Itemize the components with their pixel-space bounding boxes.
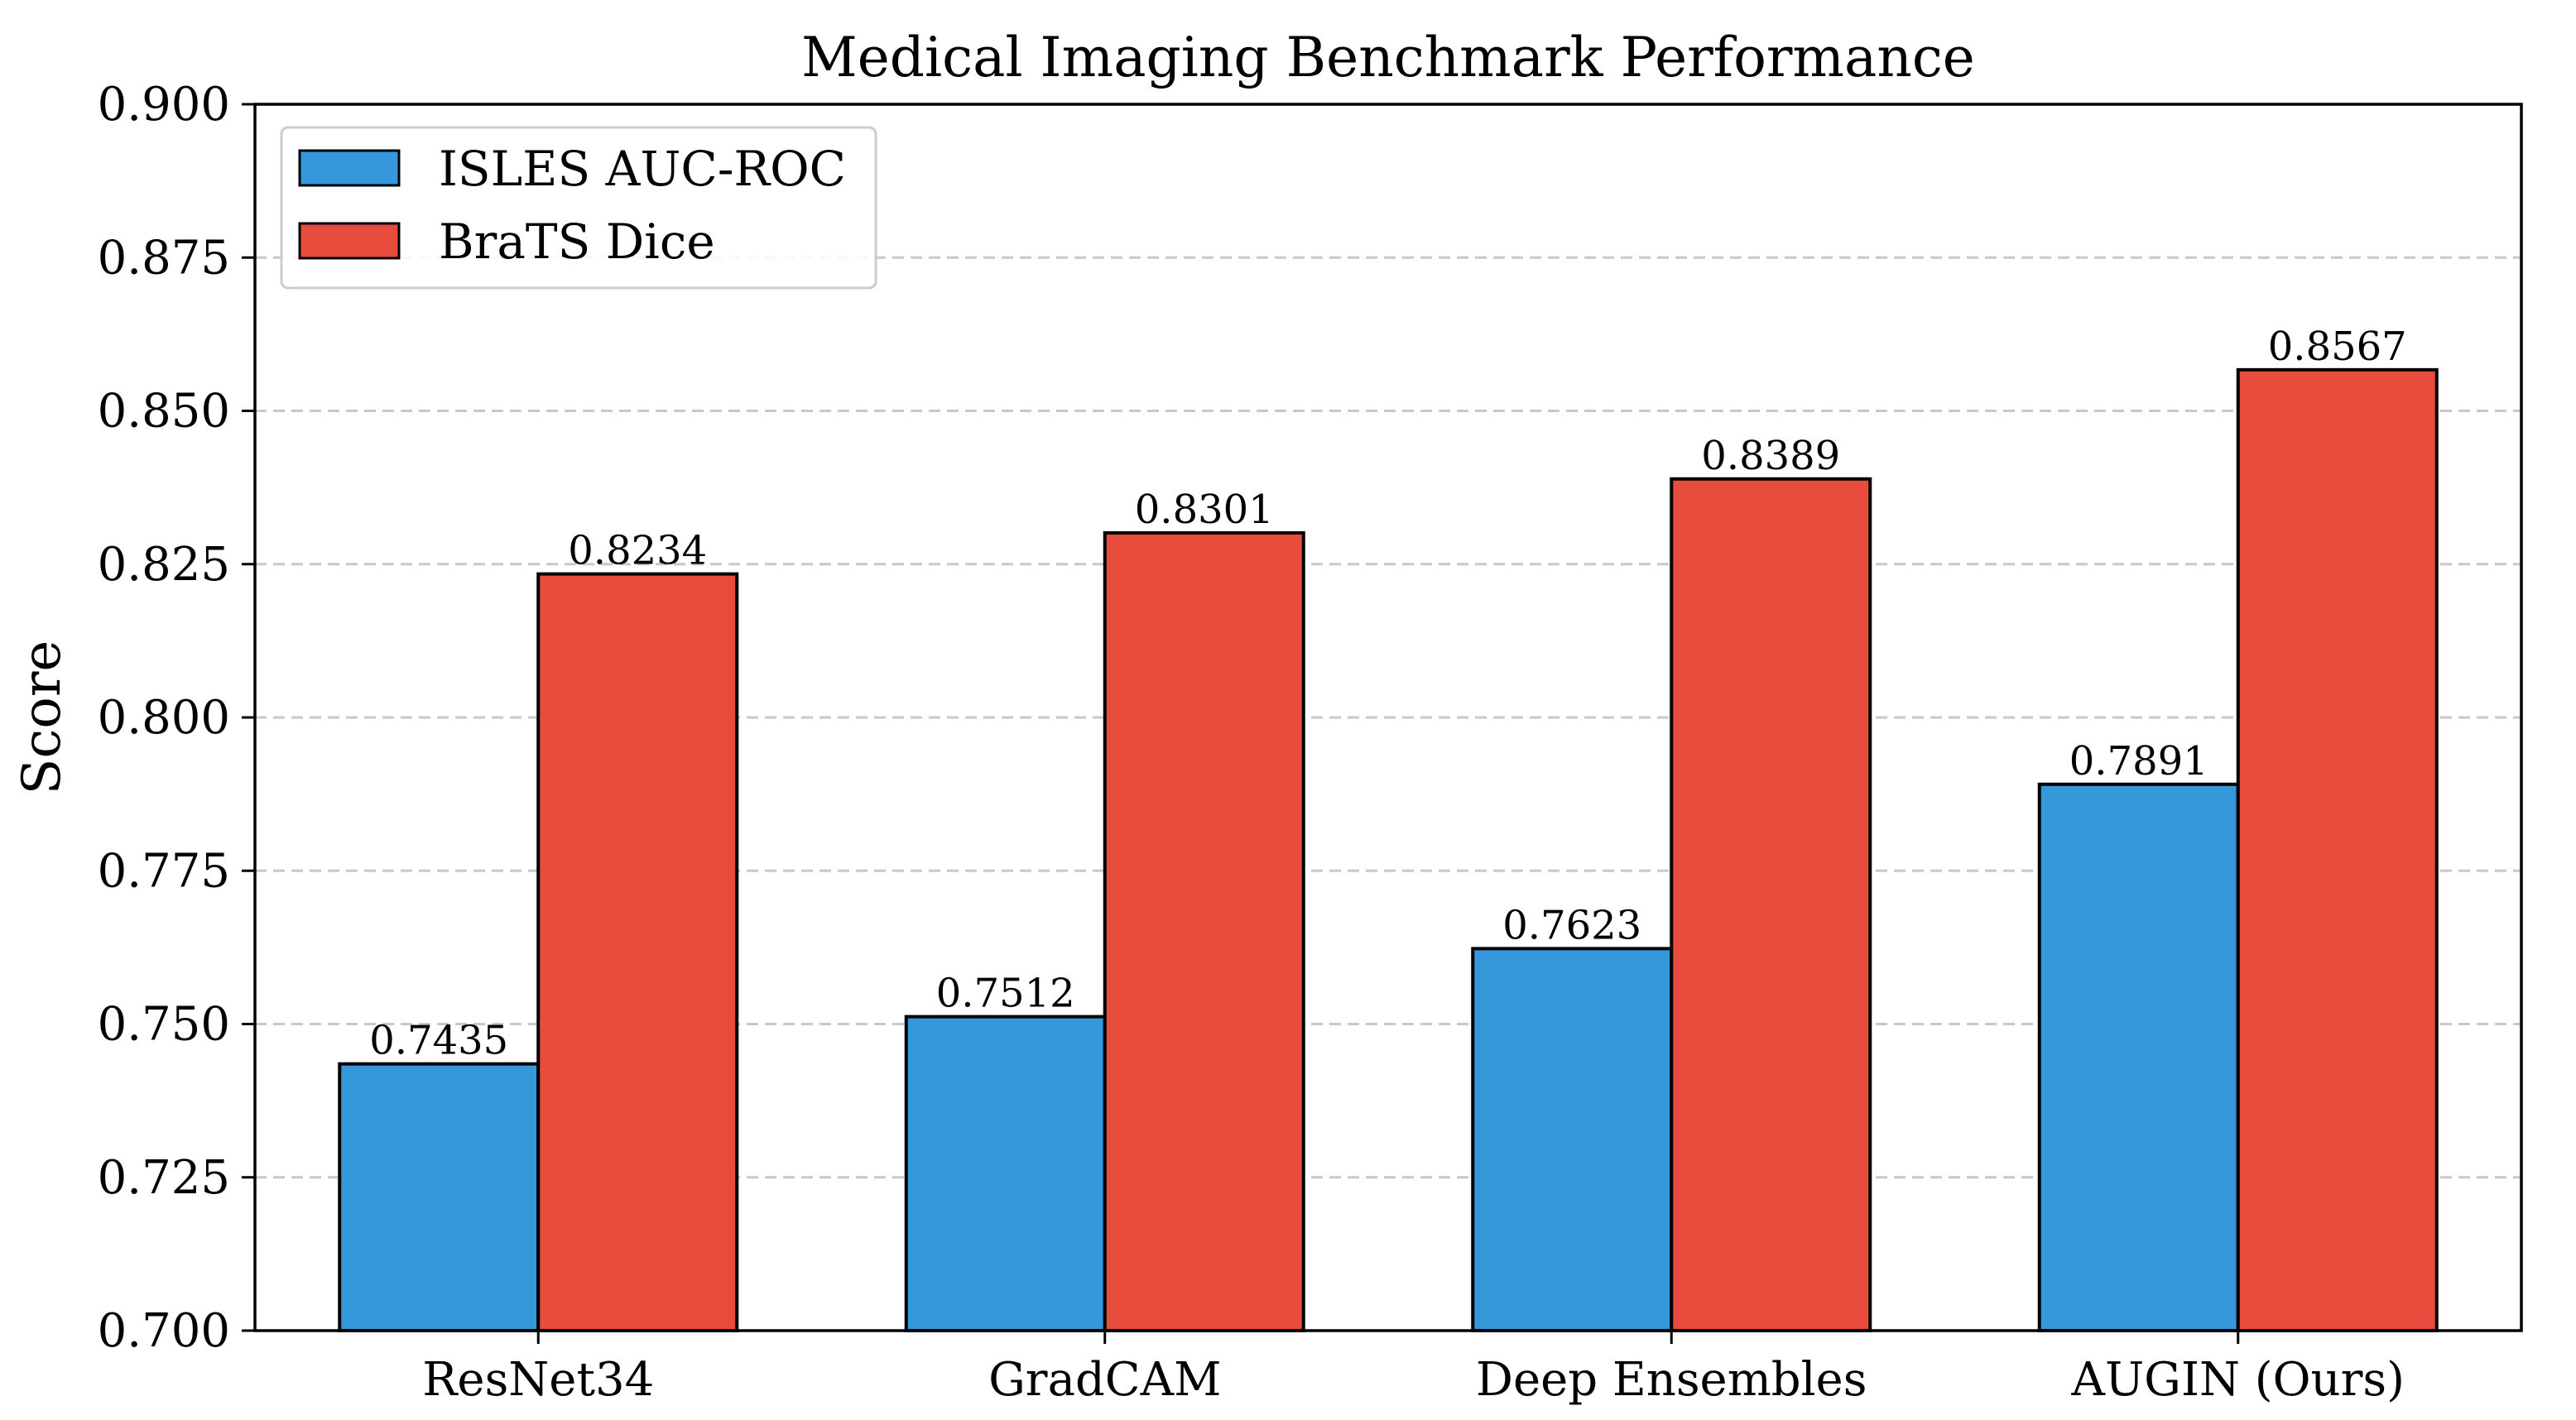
x-tick-label: AUGIN (Ours) xyxy=(2071,1353,2405,1407)
y-tick-label: 0.875 xyxy=(98,231,230,285)
x-tick-label: Deep Ensembles xyxy=(1476,1353,1867,1407)
bar-brats xyxy=(1670,477,1872,1332)
y-tick-label: 0.800 xyxy=(98,691,230,745)
bar-isles xyxy=(904,1015,1107,1333)
chart-title: Medical Imaging Benchmark Performance xyxy=(801,26,1975,89)
legend: ISLES AUC-ROC BraTS Dice xyxy=(280,126,877,290)
data-label: 0.7891 xyxy=(2069,738,2208,784)
y-tick-label: 0.825 xyxy=(98,538,230,592)
data-label: 0.8301 xyxy=(1135,487,1274,533)
y-tick-label: 0.750 xyxy=(98,998,230,1052)
gridlines xyxy=(255,256,2521,1179)
y-tick-label: 0.850 xyxy=(98,385,230,439)
legend-label-isles: ISLES AUC-ROC xyxy=(439,141,846,197)
x-tick-label: GradCAM xyxy=(988,1353,1221,1407)
data-label: 0.7512 xyxy=(936,971,1075,1017)
data-label: 0.7435 xyxy=(369,1018,508,1064)
x-tick-label: ResNet34 xyxy=(422,1353,654,1407)
legend-box xyxy=(280,126,877,290)
data-label: 0.8567 xyxy=(2268,324,2407,370)
y-tick-label: 0.725 xyxy=(98,1151,230,1205)
data-labels: 0.7435 0.8234 0.7512 0.8301 0.7623 0.8389 0.78… xyxy=(369,324,2406,1064)
data-label: 0.8389 xyxy=(1701,433,1840,479)
data-label: 0.7623 xyxy=(1502,902,1641,948)
axis-ticks: 0.700 0.725 0.750 0.775 0.800 0.825 0.850 0.875… xyxy=(98,78,2405,1407)
bars xyxy=(338,367,2439,1333)
bar-isles xyxy=(1471,947,1674,1333)
bar-isles xyxy=(338,1062,541,1333)
y-axis-title: Score xyxy=(12,640,73,795)
y-tick-label: 0.700 xyxy=(98,1304,230,1358)
data-label: 0.8234 xyxy=(568,528,707,574)
legend-swatch-isles xyxy=(298,149,401,187)
bar-brats xyxy=(536,572,739,1332)
y-tick-label: 0.900 xyxy=(98,78,230,132)
legend-swatch-brats xyxy=(298,222,401,260)
bar-brats xyxy=(1103,530,1305,1332)
bar-isles xyxy=(2037,782,2240,1332)
legend-label-brats: BraTS Dice xyxy=(439,213,715,270)
y-tick-label: 0.775 xyxy=(98,844,230,898)
bar-brats xyxy=(2236,367,2439,1332)
